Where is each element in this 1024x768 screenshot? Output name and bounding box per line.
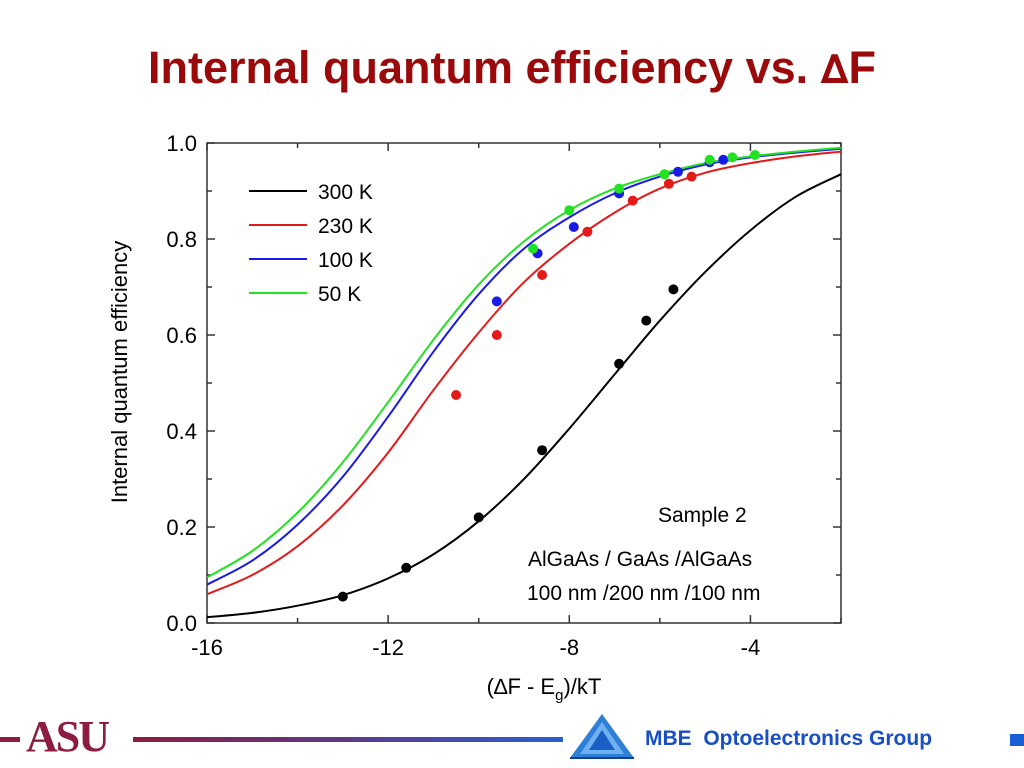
group-name: MBE Optoelectronics Group — [645, 727, 933, 750]
x-axis-label: (∆F - Eg)/kT — [487, 674, 602, 704]
data-point-230k — [451, 390, 462, 400]
footer-bar-gradient — [133, 737, 563, 742]
asu-logo: ASU — [26, 712, 110, 761]
efficiency-chart: -16 -12 -8 -4 0.0 0.2 0.4 0.6 0.8 1.0 300 K 230 K 1… — [107, 131, 842, 704]
legend-label: 300 K — [318, 181, 373, 204]
legend-label: 50 K — [318, 283, 361, 306]
x-tick-label: -16 — [191, 635, 223, 660]
data-point-300k — [641, 315, 652, 326]
y-tick-label: 0.0 — [166, 611, 197, 636]
x-label-part-1: (∆F - E — [487, 674, 555, 699]
data-point-50k — [528, 243, 539, 254]
data-point-100k — [672, 166, 683, 177]
annotation-structure: AlGaAs / GaAs /AlGaAs — [528, 548, 752, 571]
data-point-300k — [537, 445, 548, 456]
x-label-subscript: g — [555, 687, 563, 704]
data-point-230k — [491, 330, 502, 340]
x-tick-label: -12 — [372, 635, 404, 660]
x-label-part-2: )/kT — [563, 674, 601, 699]
y-tick-label: 1.0 — [166, 131, 197, 156]
y-axis-label: Internal quantum efficiency — [107, 241, 132, 504]
data-point-300k — [614, 358, 625, 369]
annotation-sample: Sample 2 — [658, 504, 747, 527]
y-tick-label: 0.8 — [166, 227, 197, 252]
data-point-50k — [564, 205, 575, 216]
data-point-100k — [491, 296, 502, 307]
data-point-300k — [337, 591, 348, 602]
series-line-300k — [207, 173, 841, 619]
annotation-thickness: 100 nm /200 nm /100 nm — [527, 582, 760, 605]
mbe-logo-icon — [570, 714, 634, 759]
footer-end-square — [1010, 734, 1024, 746]
data-point-230k — [537, 270, 548, 280]
y-tick-label: 0.6 — [166, 323, 197, 348]
legend-label: 100 K — [318, 249, 373, 272]
title-suffix: F — [848, 42, 877, 93]
y-tick-label: 0.2 — [166, 515, 197, 540]
data-point-100k — [568, 222, 579, 232]
data-point-230k — [686, 171, 697, 182]
title-prefix: Internal quantum efficiency vs. — [147, 42, 821, 93]
slide-title: Internal quantum efficiency vs. ∆F — [0, 42, 1024, 94]
data-point-50k — [727, 152, 738, 163]
data-point-300k — [473, 512, 484, 523]
data-point-230k — [663, 178, 674, 189]
data-point-300k — [668, 284, 679, 295]
data-point-50k — [614, 183, 625, 194]
data-point-100k — [718, 154, 729, 165]
data-point-50k — [704, 154, 715, 165]
y-tick-label: 0.4 — [166, 419, 197, 444]
data-point-50k — [749, 150, 760, 160]
title-delta: ∆ — [820, 47, 849, 93]
data-point-300k — [401, 562, 412, 573]
data-point-230k — [627, 195, 638, 206]
data-point-230k — [582, 226, 593, 237]
x-tick-label: -8 — [560, 635, 580, 660]
data-point-50k — [659, 169, 670, 180]
series-line-230k — [207, 150, 841, 596]
x-tick-label: -4 — [741, 635, 761, 660]
legend-label: 230 K — [318, 215, 373, 238]
footer-bar-left — [0, 737, 20, 742]
